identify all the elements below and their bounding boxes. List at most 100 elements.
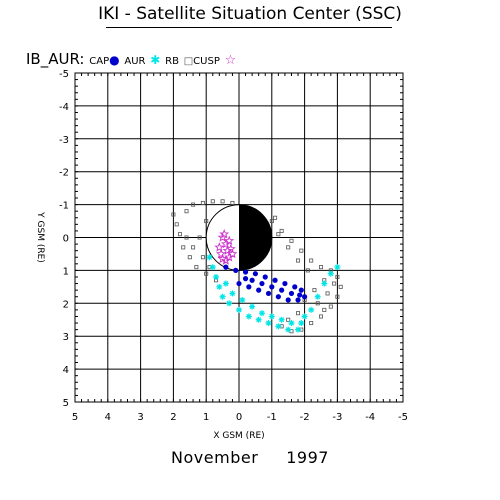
point-rb — [191, 202, 196, 207]
y-tick-label: -5 — [59, 69, 69, 80]
point-cap — [249, 277, 255, 283]
point-rb — [305, 268, 310, 273]
point-cusp — [222, 245, 233, 255]
point-cap — [272, 277, 278, 283]
point-aur — [301, 313, 308, 320]
point-rb — [309, 321, 314, 326]
x-tick-label: -4 — [365, 412, 375, 423]
point-cap — [285, 297, 291, 303]
point-rb — [269, 219, 274, 224]
point-rb — [171, 212, 176, 217]
point-rb — [204, 271, 209, 276]
point-rb — [177, 232, 182, 237]
legend-item-rb: RB — [165, 56, 179, 67]
legend-item-cusp: CUSP — [193, 56, 220, 67]
x-tick-label: 0 — [236, 412, 242, 423]
star-icon: ✱ — [150, 53, 161, 67]
point-cap — [259, 280, 265, 287]
point-aur — [226, 300, 233, 307]
point-cap — [295, 297, 301, 303]
point-cap — [302, 294, 308, 300]
point-rb — [322, 307, 327, 312]
y-tick-label: 1 — [63, 266, 69, 277]
earth-night-side — [239, 204, 272, 271]
point-rb — [328, 304, 333, 309]
x-axis-label: X GSM (RE) — [213, 431, 264, 441]
point-aur — [222, 280, 229, 287]
point-cap — [242, 276, 249, 282]
point-rb — [184, 209, 189, 214]
point-aur — [258, 310, 265, 317]
point-aur — [249, 303, 256, 310]
point-rb — [273, 215, 278, 220]
point-aur — [295, 326, 302, 333]
legend: IB_AUR: CAP● AUR ✱ RB □CUSP ☆ — [26, 50, 236, 68]
point-rb — [286, 245, 291, 250]
point-cap — [236, 280, 242, 287]
footer-month: November — [171, 448, 259, 467]
point-rb — [312, 288, 317, 293]
point-cap — [256, 287, 262, 293]
x-tick-label: 2 — [170, 412, 176, 423]
point-cusp — [220, 255, 231, 265]
point-aur — [275, 323, 282, 330]
point-cap — [265, 290, 272, 297]
point-aur — [298, 320, 305, 327]
point-rb — [335, 274, 340, 279]
y-tick-label: -4 — [59, 102, 69, 113]
point-aur — [209, 264, 216, 271]
point-cap — [279, 287, 285, 293]
point-aur — [314, 293, 321, 300]
point-rb — [289, 238, 294, 243]
point-cap — [242, 269, 249, 275]
square-icon: □ — [183, 56, 194, 67]
point-rb — [338, 284, 343, 289]
x-tick-label: 4 — [105, 412, 111, 423]
point-cap — [252, 271, 258, 277]
point-rb — [279, 228, 284, 233]
y-tick-label: -2 — [59, 168, 69, 179]
y-tick-label: 3 — [63, 332, 69, 343]
point-cusp — [216, 248, 227, 259]
point-rb — [286, 317, 291, 322]
point-cap — [288, 290, 295, 297]
point-cusp — [217, 253, 228, 264]
y-tick-label: 2 — [63, 299, 69, 310]
point-cusp — [227, 248, 238, 259]
point-aur — [278, 316, 285, 323]
point-aur — [255, 316, 262, 323]
legend-item-cap: CAP — [89, 56, 110, 67]
point-cap — [233, 267, 239, 273]
point-aur — [229, 290, 236, 297]
date-footer: November 1997 — [0, 448, 500, 467]
point-rb — [276, 232, 281, 237]
point-aur — [239, 297, 246, 304]
point-cap — [246, 284, 252, 290]
point-aur — [334, 264, 341, 271]
legend-label: IB_AUR: — [26, 50, 85, 68]
point-rb — [184, 235, 189, 240]
point-cap — [298, 287, 304, 293]
point-aur — [308, 306, 315, 313]
legend-item-aur: AUR — [124, 56, 146, 67]
point-rb — [315, 301, 320, 306]
point-cap — [262, 274, 268, 280]
point-rb — [318, 314, 323, 319]
point-cusp — [224, 235, 235, 246]
point-rb — [230, 200, 235, 205]
point-aur — [213, 273, 220, 280]
point-aur — [268, 313, 275, 320]
point-rb — [299, 248, 304, 253]
point-aur — [219, 293, 226, 300]
x-tick-label: 1 — [203, 412, 209, 423]
point-rb — [332, 281, 337, 286]
point-aur — [288, 320, 295, 327]
chart-title: IKI - Satellite Situation Center (SSC) — [98, 4, 402, 24]
star5-icon: ☆ — [224, 53, 237, 68]
point-aur — [206, 254, 213, 261]
point-rb — [191, 245, 196, 250]
point-rb — [309, 258, 314, 263]
y-tick-label: 4 — [63, 365, 69, 376]
y-tick-label: 0 — [63, 234, 69, 245]
